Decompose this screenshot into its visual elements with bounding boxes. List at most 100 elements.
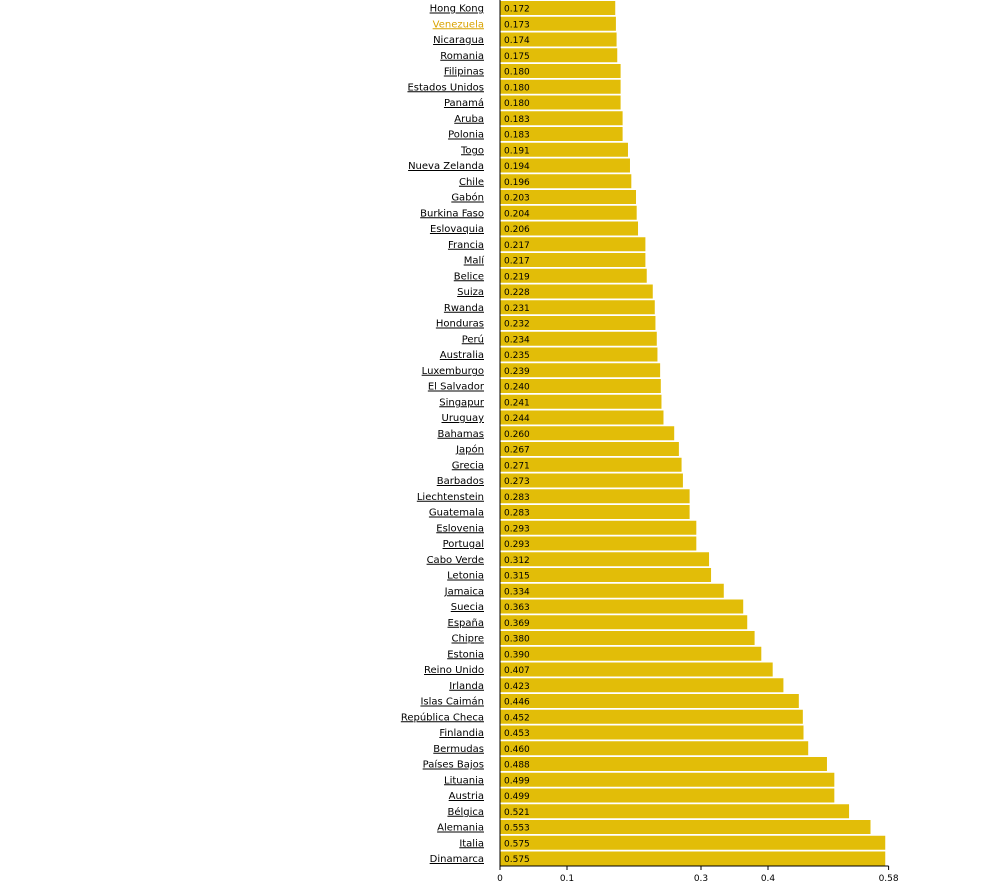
category-link[interactable]: Hong Kong [430, 4, 484, 15]
bar [500, 174, 632, 189]
category-link[interactable]: Nicaragua [433, 35, 484, 46]
bar-value-label: 0.180 [504, 83, 530, 93]
bar [500, 520, 697, 535]
category-link[interactable]: Eslovaquia [430, 224, 484, 235]
bar [500, 48, 618, 63]
category-link[interactable]: Jamaica [444, 586, 484, 597]
category-link[interactable]: Chipre [452, 634, 485, 645]
category-link[interactable]: Chile [459, 177, 484, 188]
category-link[interactable]: Luxemburgo [422, 366, 484, 377]
category-link[interactable]: Grecia [452, 460, 484, 471]
bar-value-label: 0.217 [504, 241, 530, 251]
bar-value-label: 0.183 [504, 131, 530, 141]
category-link[interactable]: Liechtenstein [417, 492, 484, 503]
bar [500, 268, 647, 283]
bar-value-label: 0.183 [504, 115, 530, 125]
bar-value-label: 0.499 [504, 792, 530, 802]
category-link[interactable]: Japón [455, 444, 484, 456]
bar-value-label: 0.460 [504, 745, 530, 755]
x-axis: 0 0.1 0.3 0.4 0.58 [497, 0, 899, 884]
category-link[interactable]: España [448, 618, 484, 629]
bar-value-label: 0.423 [504, 682, 530, 692]
category-link[interactable]: El Salvador [428, 382, 485, 393]
bar [500, 142, 628, 157]
category-link[interactable]: Reino Unido [424, 665, 484, 676]
category-link[interactable]: Irlanda [449, 681, 484, 692]
bar-value-label: 0.293 [504, 540, 530, 550]
category-link[interactable]: Panamá [444, 97, 484, 109]
category-link[interactable]: Honduras [436, 319, 484, 330]
category-link[interactable]: Eslovenia [436, 523, 484, 534]
category-link[interactable]: Dinamarca [430, 854, 484, 865]
bar-value-label: 0.228 [504, 288, 530, 298]
bar-value-label: 0.521 [504, 808, 530, 818]
bar-value-label: 0.334 [504, 587, 530, 597]
category-link[interactable]: Polonia [448, 130, 484, 141]
bar-value-label: 0.180 [504, 68, 530, 78]
bar [500, 457, 682, 472]
category-link[interactable]: Islas Caimán [420, 696, 484, 708]
category-link[interactable]: Belice [454, 271, 484, 282]
bars-layer: 0.172 0.173 0.174 0.175 0.180 0.180 0.180 0.183… [500, 1, 886, 866]
category-link[interactable]: Nueva Zelanda [408, 161, 484, 172]
bar-value-label: 0.241 [504, 398, 530, 408]
category-link[interactable]: Estados Unidos [407, 82, 484, 93]
bar-value-label: 0.283 [504, 509, 530, 519]
category-link[interactable]: Países Bajos [423, 759, 484, 771]
bar [500, 442, 679, 456]
bar [500, 221, 639, 236]
bar [500, 615, 748, 630]
bar-value-label: 0.271 [504, 461, 530, 471]
category-link[interactable]: Suiza [457, 287, 484, 298]
bar [500, 851, 886, 866]
x-tick-label: 0.58 [879, 874, 899, 884]
category-link[interactable]: Francia [448, 240, 484, 251]
category-link[interactable]: Letonia [447, 571, 484, 582]
category-link[interactable]: Cabo Verde [427, 555, 484, 566]
bar [500, 568, 712, 582]
bar-value-label: 0.380 [504, 635, 530, 645]
category-link[interactable]: Togo [460, 145, 484, 156]
category-link[interactable]: Barbados [437, 476, 484, 487]
bar-value-label: 0.203 [504, 194, 530, 204]
category-link[interactable]: Austria [449, 791, 484, 802]
category-link[interactable]: Portugal [443, 539, 484, 550]
category-link[interactable]: Malí [464, 255, 486, 267]
category-link[interactable]: Suecia [451, 602, 484, 613]
category-link[interactable]: Guatemala [429, 508, 484, 519]
category-link[interactable]: Italia [459, 838, 484, 849]
bar-value-label: 0.174 [504, 36, 530, 46]
bar [500, 646, 762, 661]
category-link[interactable]: República Checa [401, 711, 484, 723]
category-link[interactable]: Estonia [447, 649, 484, 660]
category-link[interactable]: Filipinas [444, 67, 484, 78]
bar-value-label: 0.219 [504, 272, 530, 282]
bar [500, 489, 690, 504]
category-link[interactable]: Bélgica [447, 806, 484, 818]
category-link[interactable]: Bermudas [433, 744, 484, 755]
category-link[interactable]: Australia [440, 350, 484, 361]
category-link[interactable]: Rwanda [444, 303, 484, 314]
bar [500, 300, 655, 315]
bar-value-label: 0.363 [504, 603, 530, 613]
category-link[interactable]: Venezuela [433, 19, 484, 30]
bar-value-label: 0.273 [504, 477, 530, 487]
bar [500, 662, 773, 677]
category-link[interactable]: Finlandia [439, 728, 484, 739]
category-link[interactable]: Romania [440, 51, 484, 62]
category-link[interactable]: Alemania [437, 823, 484, 834]
bar-value-label: 0.206 [504, 225, 530, 235]
bar [500, 725, 804, 740]
bar-value-label: 0.244 [504, 414, 530, 424]
category-link[interactable]: Lituania [444, 775, 484, 786]
category-link[interactable]: Bahamas [437, 429, 484, 440]
category-link[interactable]: Singapur [439, 397, 485, 408]
category-link[interactable]: Burkina Faso [420, 208, 484, 219]
category-link[interactable]: Uruguay [442, 413, 485, 424]
bar [500, 1, 616, 15]
category-link[interactable]: Gabón [451, 192, 484, 204]
category-link[interactable]: Aruba [454, 114, 484, 125]
category-link[interactable]: Perú [462, 333, 484, 345]
bar [500, 205, 637, 220]
bar [500, 772, 835, 787]
